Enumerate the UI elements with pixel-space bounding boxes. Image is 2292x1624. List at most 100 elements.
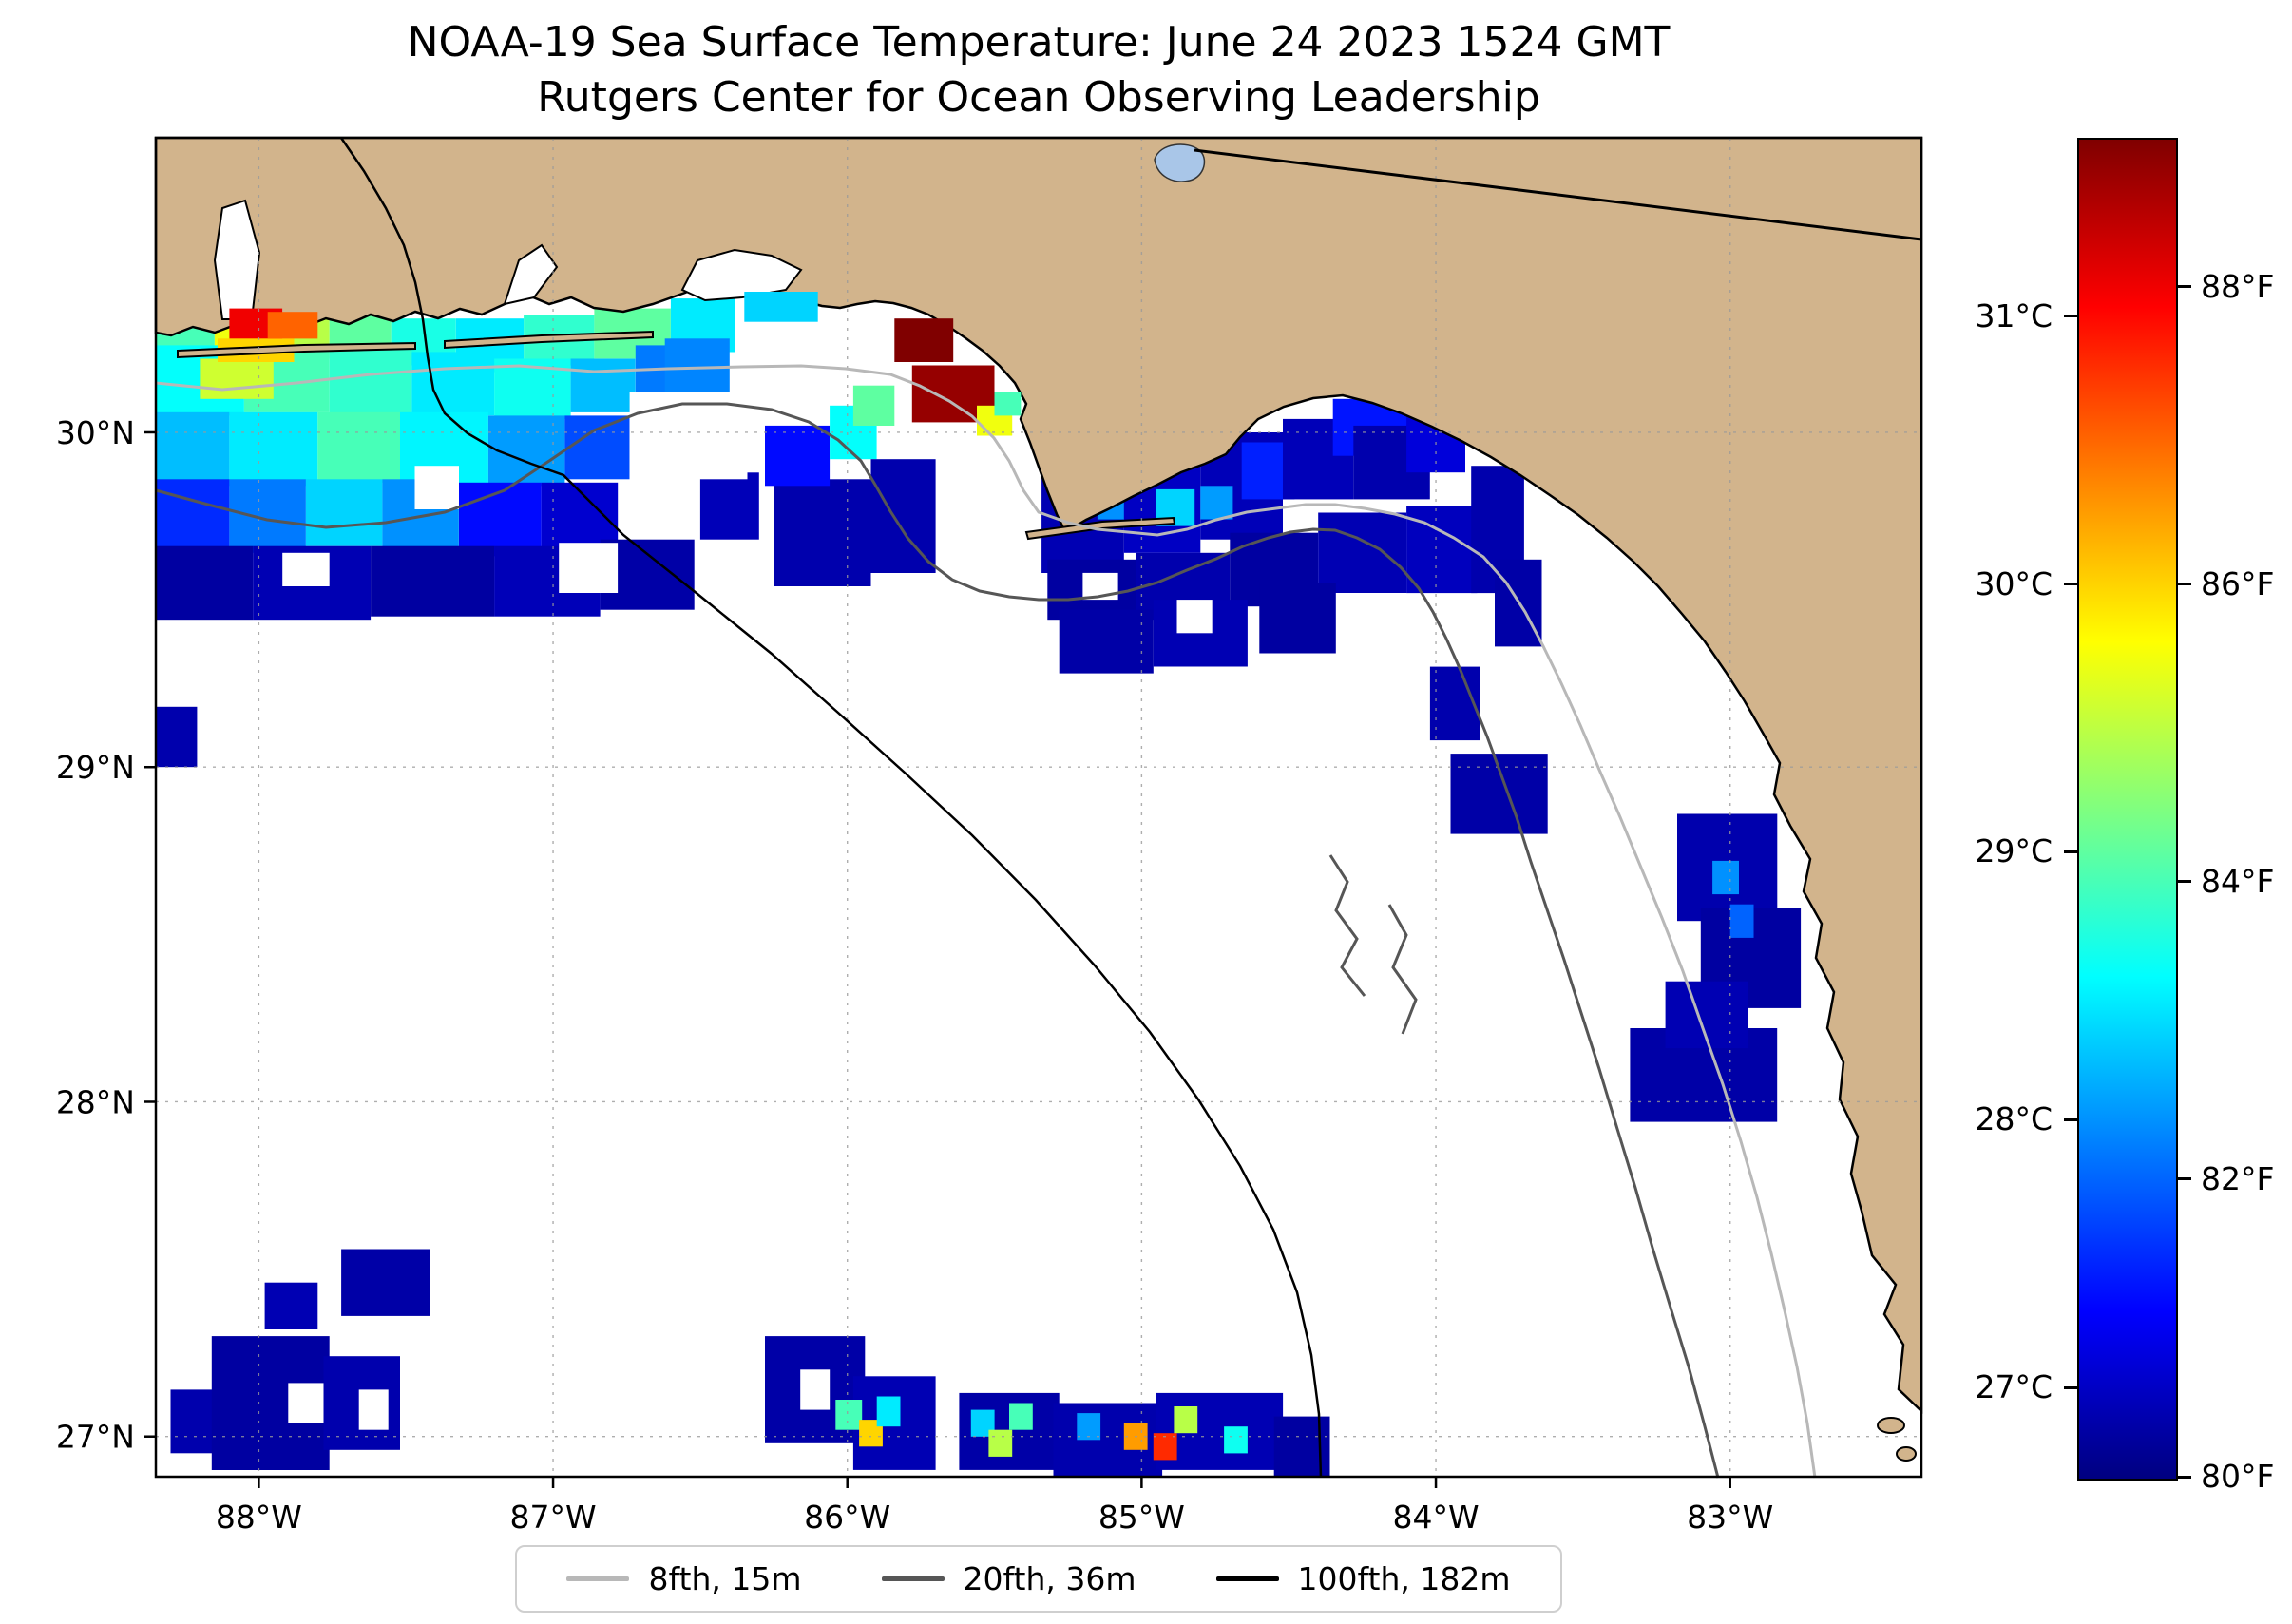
sst-cell	[329, 348, 412, 416]
contour-legend: 8fth, 15m 20fth, 36m 100fth, 182m	[515, 1545, 1562, 1613]
legend-item-100fth: 100fth, 182m	[1215, 1560, 1511, 1597]
bay-sst-cell	[994, 392, 1022, 416]
sst-cell	[570, 358, 636, 412]
pensacola-bay	[503, 243, 559, 306]
colorbar-tick-mark	[2178, 285, 2191, 289]
colorbar-tick-mark	[2178, 880, 2191, 884]
colorbar-label-fahrenheit: 82°F	[2201, 1159, 2275, 1197]
sst-cell	[317, 411, 400, 483]
sst-cell	[229, 411, 318, 487]
bathymetry-20fth-shoal-contour	[1328, 854, 1366, 997]
sst-cell	[564, 415, 630, 480]
sst-cell	[1174, 1406, 1198, 1434]
colorbar-label-fahrenheit: 86°F	[2201, 564, 2275, 602]
inland-lake	[1154, 143, 1206, 182]
sst-cell	[1009, 1403, 1033, 1430]
sst-cell	[156, 545, 254, 621]
chart-title-block: NOAA-19 Sea Surface Temperature: June 24…	[156, 15, 1921, 125]
colorbar-label-celsius: 28°C	[1975, 1100, 2053, 1138]
bay-sst-cell	[267, 312, 318, 339]
bathymetry-20fth-shoal-contour	[1387, 904, 1418, 1035]
colorbar-label-celsius: 31°C	[1975, 296, 2053, 334]
y-axis: 30°N 29°N 28°N 27°N	[56, 414, 156, 1456]
legend-item-20fth: 20fth, 36m	[881, 1560, 1136, 1597]
legend-line-sample	[566, 1576, 630, 1581]
bay-sst-cell	[744, 292, 818, 322]
colorbar-tick-mark	[2178, 1177, 2191, 1181]
chart-title: NOAA-19 Sea Surface Temperature: June 24…	[407, 18, 1671, 67]
sst-cell	[1729, 904, 1754, 938]
sst-cell	[765, 425, 831, 487]
cloud-hole-layer	[282, 392, 1213, 1430]
colorbar-label-celsius: 29°C	[1975, 832, 2053, 870]
sst-cell	[852, 385, 895, 426]
bays	[213, 199, 803, 320]
sst-cell	[1077, 1413, 1101, 1441]
barrier-island	[177, 341, 416, 359]
choctawhatchee-bay	[680, 248, 803, 302]
sst-cell	[1429, 666, 1480, 741]
sst-cell	[156, 706, 198, 768]
colorbar-label-celsius: 30°C	[1975, 564, 2053, 602]
bay-sst-layer	[218, 292, 1022, 436]
bathymetry-20fth-contour	[155, 402, 1720, 1479]
x-tick-label: 85°W	[1098, 1499, 1185, 1536]
sst-cell	[459, 482, 542, 557]
y-tick-label: 29°N	[56, 749, 135, 786]
legend-label: 100fth, 182m	[1297, 1560, 1511, 1597]
colorbar-tick-mark	[2064, 583, 2077, 586]
colorbar-label-fahrenheit: 80°F	[2201, 1458, 2275, 1495]
barrier-islands	[177, 330, 1917, 1462]
sst-cell	[1224, 1426, 1248, 1454]
colorbar-tick-mark	[2064, 1385, 2077, 1389]
sst-cell	[699, 472, 759, 540]
colorbar-tick-mark	[2064, 315, 2077, 318]
legend-line-sample	[881, 1576, 945, 1581]
x-tick-label: 84°W	[1392, 1499, 1479, 1536]
coastal-islet	[1877, 1417, 1905, 1434]
legend-label: 20fth, 36m	[963, 1560, 1136, 1597]
colorbar-label-fahrenheit: 84°F	[2201, 862, 2275, 900]
legend-line-sample	[1215, 1576, 1279, 1581]
cloud-hole	[414, 466, 459, 509]
plot-frame	[154, 136, 1923, 1479]
cloud-hole	[559, 543, 619, 593]
x-tick-label: 87°W	[509, 1499, 596, 1536]
barrier-island	[444, 330, 654, 350]
sst-cell	[774, 479, 871, 586]
sst-cell	[411, 352, 495, 416]
legend-label: 8fth, 15m	[648, 1560, 802, 1597]
cloud-hole	[1176, 600, 1213, 634]
sst-cell	[1712, 860, 1739, 895]
x-tick-label: 83°W	[1687, 1499, 1773, 1536]
sst-cell	[156, 479, 230, 553]
colorbar-label-fahrenheit: 88°F	[2201, 267, 2275, 305]
x-tick-label: 88°W	[216, 1499, 302, 1536]
sst-cell	[835, 1400, 863, 1430]
coastal-islet	[1896, 1446, 1917, 1462]
sst-cell	[1259, 583, 1336, 654]
sst-cell	[1153, 1433, 1177, 1461]
cloud-hole	[800, 1369, 831, 1410]
sst-cell	[156, 411, 230, 487]
sst-cell	[264, 1282, 318, 1329]
x-axis: 88°W 87°W 86°W 85°W 84°W 83°W	[216, 1477, 1773, 1536]
sst-cell	[1059, 609, 1154, 674]
colorbar-label-celsius: 27°C	[1975, 1368, 2053, 1406]
colorbar	[2077, 138, 2178, 1481]
x-tick-label: 86°W	[804, 1499, 890, 1536]
sst-cell	[1318, 512, 1407, 593]
cloud-hole	[282, 552, 330, 586]
colorbar-tick-mark	[2064, 850, 2077, 853]
cloud-hole	[358, 1389, 389, 1430]
satellite-swath-edge	[1194, 148, 1922, 241]
sst-cell	[200, 358, 274, 399]
cloud-hole	[629, 392, 748, 480]
bay-sst-cell	[894, 318, 954, 362]
sst-cell	[371, 545, 495, 617]
sst-cell	[988, 1429, 1013, 1457]
y-tick-label: 27°N	[56, 1419, 135, 1456]
cloud-hole	[288, 1383, 324, 1423]
